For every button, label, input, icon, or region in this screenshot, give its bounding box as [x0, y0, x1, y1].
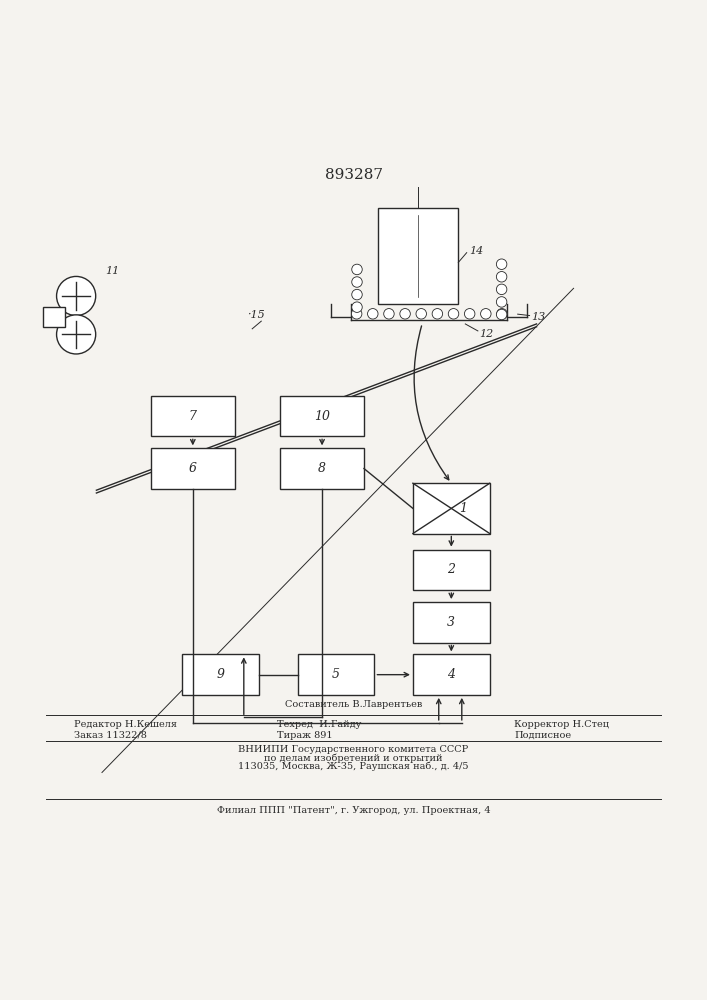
Text: 12: 12 — [479, 329, 493, 339]
Circle shape — [416, 309, 426, 319]
Text: 14: 14 — [469, 246, 483, 256]
Text: ВНИИПИ Государственного комитета СССР: ВНИИПИ Государственного комитета СССР — [238, 745, 469, 754]
Circle shape — [57, 315, 95, 354]
Bar — [151, 396, 235, 436]
Circle shape — [352, 289, 362, 300]
Bar — [280, 396, 364, 436]
Circle shape — [400, 309, 410, 319]
Text: Составитель В.Лаврентьев: Составитель В.Лаврентьев — [285, 700, 422, 709]
Circle shape — [496, 309, 507, 320]
Circle shape — [352, 264, 362, 275]
Text: 6: 6 — [189, 462, 197, 475]
Text: Филиал ППП "Патент", г. Ужгород, ул. Проектная, 4: Филиал ППП "Патент", г. Ужгород, ул. Про… — [216, 806, 491, 815]
Text: 2: 2 — [448, 563, 455, 576]
Circle shape — [57, 276, 95, 316]
Circle shape — [497, 309, 507, 319]
Circle shape — [496, 272, 507, 282]
Bar — [413, 654, 490, 695]
Bar — [413, 550, 490, 590]
Bar — [413, 602, 490, 643]
Text: Заказ 11322/8: Заказ 11322/8 — [74, 731, 147, 740]
Circle shape — [352, 302, 362, 312]
Text: 13: 13 — [531, 312, 545, 322]
Bar — [378, 208, 458, 304]
Circle shape — [496, 297, 507, 307]
Text: Редактор Н.Кешеля: Редактор Н.Кешеля — [74, 720, 177, 729]
Circle shape — [496, 259, 507, 269]
Circle shape — [384, 309, 395, 319]
Bar — [280, 448, 364, 489]
Text: 8: 8 — [318, 462, 326, 475]
Text: по делам изобретений и открытий: по делам изобретений и открытий — [264, 753, 443, 763]
Text: 7: 7 — [189, 410, 197, 423]
Text: Техред  И.Гайду: Техред И.Гайду — [276, 720, 361, 729]
Bar — [413, 483, 490, 534]
Circle shape — [481, 309, 491, 319]
Text: Тираж 891: Тираж 891 — [276, 731, 332, 740]
Text: 10: 10 — [314, 410, 330, 423]
Text: Корректор Н.Стец: Корректор Н.Стец — [514, 720, 609, 729]
Bar — [182, 654, 259, 695]
Text: 1: 1 — [459, 502, 467, 515]
Text: 11: 11 — [105, 266, 119, 276]
Text: 3: 3 — [448, 616, 455, 629]
Text: 113035, Москва, Ж-35, Раушская наб., д. 4/5: 113035, Москва, Ж-35, Раушская наб., д. … — [238, 761, 469, 771]
Text: 5: 5 — [332, 668, 340, 681]
Text: ·15: ·15 — [247, 310, 264, 320]
Text: 4: 4 — [448, 668, 455, 681]
Text: 893287: 893287 — [325, 168, 382, 182]
Bar — [151, 448, 235, 489]
Bar — [298, 654, 375, 695]
Circle shape — [496, 284, 507, 295]
Circle shape — [351, 309, 362, 319]
Bar — [42, 307, 65, 327]
Circle shape — [448, 309, 459, 319]
Text: 9: 9 — [217, 668, 225, 681]
Circle shape — [368, 309, 378, 319]
Circle shape — [464, 309, 475, 319]
Circle shape — [432, 309, 443, 319]
Text: Подписное: Подписное — [514, 731, 571, 740]
Circle shape — [352, 277, 362, 287]
